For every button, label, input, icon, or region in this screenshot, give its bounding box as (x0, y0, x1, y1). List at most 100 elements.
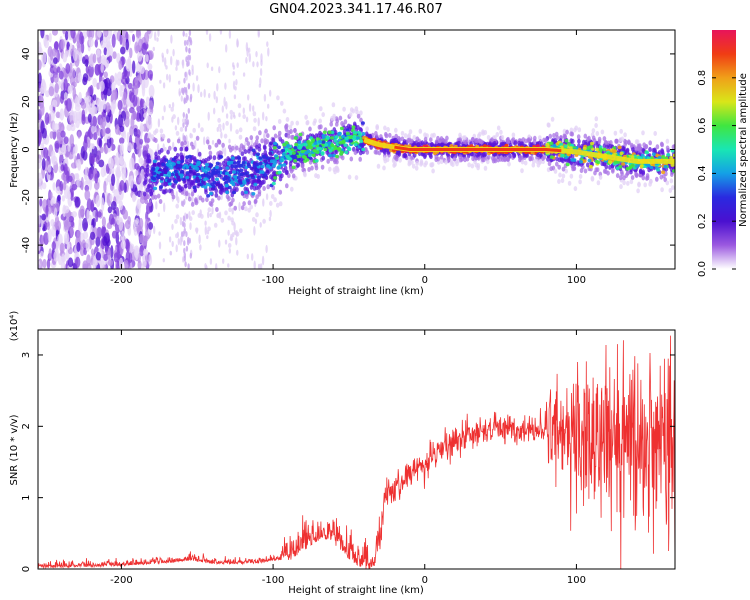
spectrogram-cell (146, 30, 152, 35)
spectrogram-cell (260, 170, 265, 174)
spectrogram-cell (233, 178, 238, 183)
spectrogram-cell (665, 138, 670, 144)
spectrogram-cell (271, 137, 276, 143)
spectrogram-cell (321, 112, 326, 118)
spectrogram-cell (59, 180, 64, 192)
spectrogram-cell (236, 175, 241, 180)
spectrogram-cell (247, 200, 252, 206)
spectrogram-cell (175, 59, 178, 68)
spectrogram-cell (174, 172, 179, 177)
spectrogram-cell (343, 143, 348, 147)
spectrogram-cell (221, 171, 226, 175)
spectrogram-cell (93, 132, 98, 141)
spectrogram-cell (251, 253, 254, 261)
spectrogram-cell (176, 138, 181, 144)
spectrogram-cell (87, 139, 91, 149)
spectrogram-cell (639, 164, 644, 168)
spectrogram-cell (233, 114, 236, 119)
spectrogram-cell (58, 70, 64, 80)
spectrogram-cell (209, 212, 212, 218)
spectrogram-cell (654, 166, 659, 170)
spectrogram-cell (365, 126, 369, 132)
spectrogram-cell (269, 201, 273, 206)
spectrogram-cell (139, 65, 145, 75)
spectrogram-cell (232, 80, 236, 90)
spectrogram-cell (265, 169, 270, 174)
spectrogram-cell (242, 72, 246, 77)
spectrogram-cell (467, 162, 471, 168)
spectrogram-cell (648, 140, 652, 146)
spectrogram-cell (43, 232, 49, 246)
spectrogram-cell (40, 120, 45, 134)
spectrogram-cell (159, 147, 164, 153)
spectrogram-cell (184, 146, 189, 152)
spectrogram-cell (182, 201, 185, 207)
spectrogram-cell (144, 199, 149, 205)
spectrogram-cell (200, 127, 204, 133)
spectrogram-cell (253, 260, 256, 269)
spectrogram-cell (464, 139, 469, 145)
spectrogram-cell (475, 152, 480, 158)
spectrogram-cell (619, 128, 623, 134)
spectrogram-cell (227, 263, 230, 268)
spectrogram-cell (101, 216, 106, 228)
spectrogram-cell (46, 222, 51, 231)
spectrogram-cell (252, 185, 257, 191)
spectrogram-cell (563, 144, 568, 149)
spectrogram-cell (232, 64, 236, 70)
spectrogram-cell (604, 169, 608, 175)
spectrogram-cell (199, 244, 202, 251)
spectrogram-cell (38, 132, 42, 145)
spectrogram-cell (235, 79, 238, 86)
spectrogram-cell (249, 135, 254, 141)
spectrogram-cell (126, 131, 130, 144)
spectrogram-cell (313, 141, 318, 146)
spectrogram-cell (114, 195, 121, 204)
spectrogram-cell (213, 171, 218, 175)
spectrogram-cell (155, 166, 160, 170)
spectrogram-cell (152, 163, 157, 167)
spectrogram-cell (434, 139, 439, 145)
spectrogram-cell (89, 153, 95, 165)
spectrogram-cell (175, 233, 179, 239)
spectrogram-cell (71, 183, 78, 191)
spectrogram-cell (47, 164, 52, 173)
spectrogram-cell (287, 130, 291, 135)
spectrogram-cell (538, 135, 542, 141)
spectrogram-cell (590, 175, 595, 181)
spectrogram-cell (275, 202, 280, 208)
spectrogram-cell (555, 135, 560, 141)
spectrogram-cell (523, 160, 528, 166)
spectrogram-cell (267, 47, 270, 57)
spectrogram-cell (197, 84, 200, 94)
spectrogram-cell (65, 98, 72, 112)
spectrogram-cell (495, 132, 500, 137)
spectrogram-cell (96, 82, 101, 90)
spectrogram-cell (106, 136, 112, 149)
spectrogram-cell (90, 199, 94, 212)
spectrogram-cell (591, 135, 596, 141)
spectrogram-cell (229, 122, 233, 132)
spectrogram-cell (474, 162, 479, 168)
spectrogram-cell (384, 131, 388, 137)
spectrogram-cell (600, 129, 605, 135)
spectrogram-cell (297, 140, 302, 144)
spectrogram-cell (206, 194, 211, 198)
spectrogram-cell (80, 42, 85, 54)
spectrogram-cell (444, 159, 448, 165)
spectrogram-cell (175, 66, 178, 71)
spectrogram-cell (159, 128, 164, 134)
spectrogram-cell (194, 227, 199, 233)
spectrogram-cell (410, 138, 414, 144)
spectrogram-cell (285, 183, 289, 189)
spectrogram-cell (257, 263, 261, 269)
spectrogram-cell (237, 156, 242, 160)
spectrogram-cell (619, 184, 623, 190)
spectrogram-cell (246, 47, 249, 57)
spectrogram-cell (110, 200, 117, 211)
spectrogram-cell (227, 160, 232, 165)
spectrogram-cell (81, 109, 86, 122)
spectrogram-cell (53, 207, 58, 218)
spectrogram-cell (89, 30, 95, 40)
spectrogram-cell (548, 133, 553, 139)
